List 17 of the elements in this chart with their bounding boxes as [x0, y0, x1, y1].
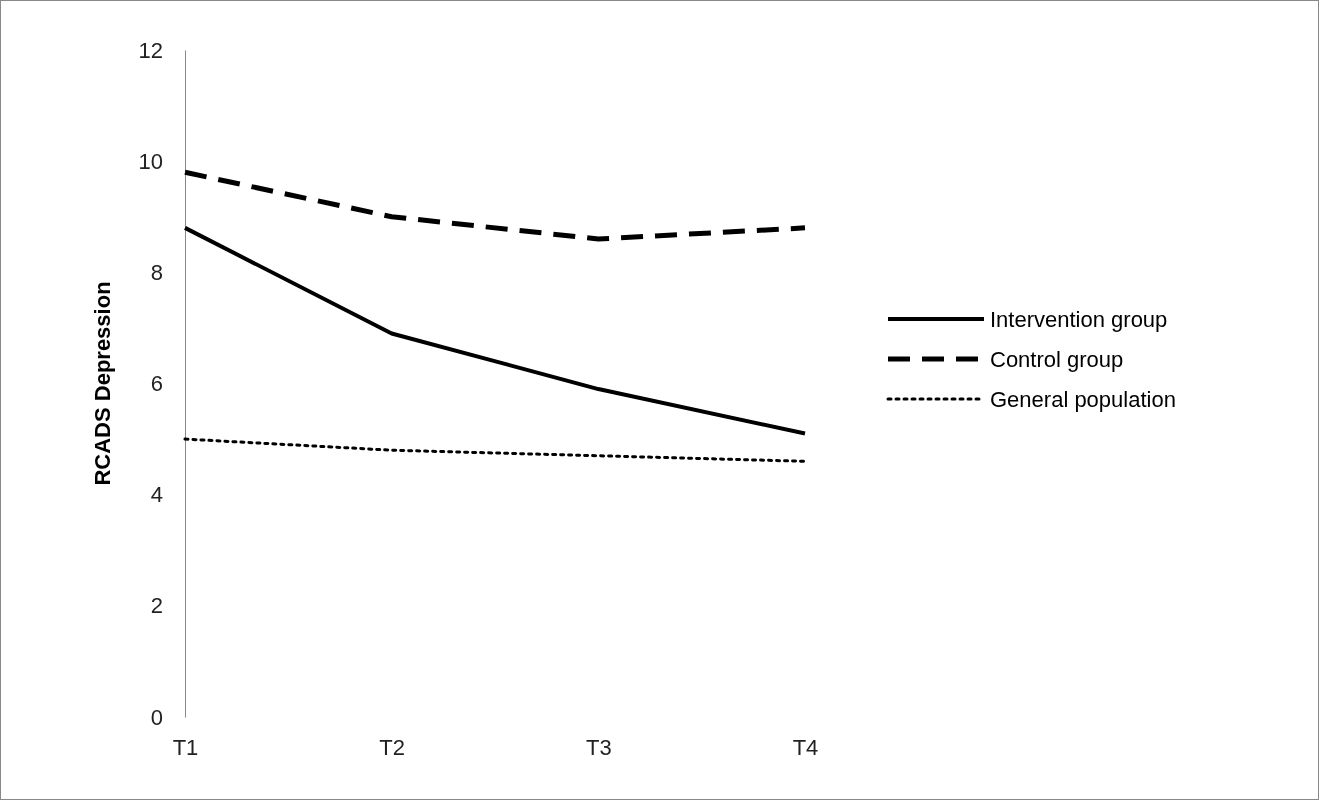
- legend-label: Control group: [990, 347, 1124, 372]
- line-series: [183, 225, 807, 436]
- y-tick-label: 2: [150, 593, 163, 619]
- x-tick-label: T3: [585, 734, 612, 760]
- x-tick-label: T1: [172, 734, 199, 760]
- y-tick-label: 4: [150, 482, 163, 508]
- y-tick-label: 6: [150, 371, 163, 397]
- legend-label: Intervention group: [990, 307, 1168, 332]
- y-tick-label: 12: [138, 37, 163, 63]
- line-series: [183, 437, 807, 463]
- x-tick-label: T2: [379, 734, 406, 760]
- x-tick-label: T4: [792, 734, 819, 760]
- y-tick-label: 8: [150, 259, 163, 285]
- y-axis-title: RCADS Depression: [90, 281, 115, 486]
- y-tick-label: 0: [150, 704, 163, 730]
- legend-label: General population: [990, 387, 1176, 412]
- y-tick-label: 10: [138, 148, 163, 174]
